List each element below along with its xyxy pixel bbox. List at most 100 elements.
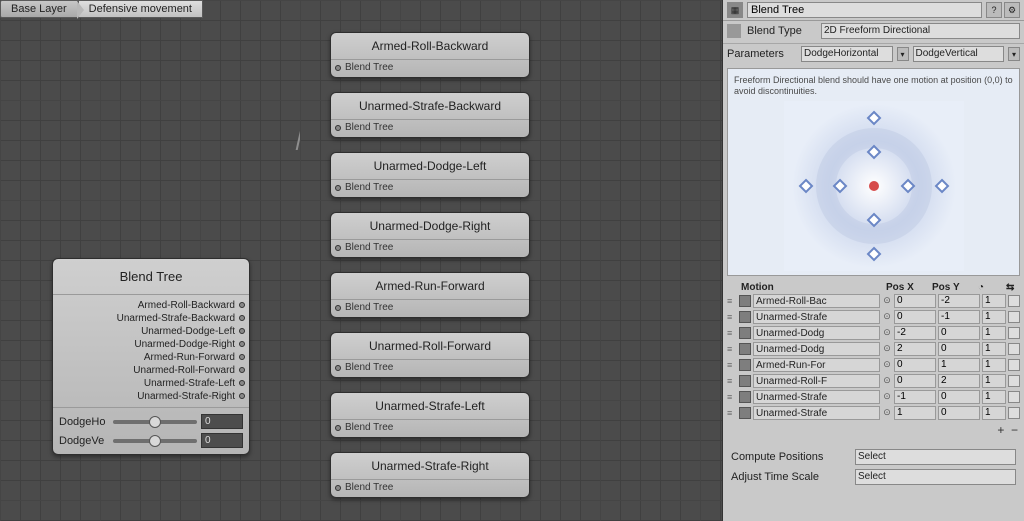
grip-icon[interactable]: ≡	[727, 360, 737, 370]
motion-row-7[interactable]: ≡ Unarmed-Strafe ⊙	[723, 405, 1024, 421]
state-sub[interactable]: Blend Tree	[331, 239, 529, 257]
blend-output-4[interactable]: Armed-Run-Forward	[53, 351, 249, 364]
motion-name[interactable]: Armed-Run-For	[753, 358, 880, 372]
help-button[interactable]: ?	[986, 2, 1002, 18]
grip-icon[interactable]: ≡	[727, 408, 737, 418]
blend-output-1[interactable]: Unarmed-Strafe-Backward	[53, 312, 249, 325]
blend-slider-1[interactable]: DodgeVe	[59, 431, 243, 450]
state-sub[interactable]: Blend Tree	[331, 59, 529, 77]
slider-track[interactable]	[113, 420, 197, 424]
motion-name[interactable]: Unarmed-Dodg	[753, 342, 880, 356]
state-node-3[interactable]: Unarmed-Dodge-Right Blend Tree	[330, 212, 530, 258]
motion-timescale[interactable]	[982, 358, 1006, 372]
motion-picker-icon[interactable]: ⊙	[882, 391, 892, 402]
motion-posy[interactable]	[938, 374, 980, 388]
blend-graph[interactable]	[784, 101, 964, 271]
motion-posx[interactable]	[894, 342, 936, 356]
motion-posy[interactable]	[938, 406, 980, 420]
motion-mirror[interactable]	[1008, 407, 1020, 419]
motion-posx[interactable]	[894, 406, 936, 420]
motion-picker-icon[interactable]: ⊙	[882, 295, 892, 306]
motion-row-4[interactable]: ≡ Armed-Run-For ⊙	[723, 357, 1024, 373]
grip-icon[interactable]: ≡	[727, 344, 737, 354]
blend-type-select[interactable]: 2D Freeform Directional	[821, 23, 1020, 39]
motion-picker-icon[interactable]: ⊙	[882, 343, 892, 354]
slider-track[interactable]	[113, 439, 197, 443]
state-sub[interactable]: Blend Tree	[331, 479, 529, 497]
motion-picker-icon[interactable]: ⊙	[882, 311, 892, 322]
motion-picker-icon[interactable]: ⊙	[882, 375, 892, 386]
param-x-dropdown-icon[interactable]: ▾	[897, 47, 909, 61]
state-sub[interactable]: Blend Tree	[331, 179, 529, 197]
motion-picker-icon[interactable]: ⊙	[882, 327, 892, 338]
motion-mirror[interactable]	[1008, 375, 1020, 387]
motion-posx[interactable]	[894, 326, 936, 340]
motion-posx[interactable]	[894, 390, 936, 404]
motion-mirror[interactable]	[1008, 295, 1020, 307]
motion-row-6[interactable]: ≡ Unarmed-Strafe ⊙	[723, 389, 1024, 405]
motion-name[interactable]: Unarmed-Strafe	[753, 406, 880, 420]
motion-timescale[interactable]	[982, 390, 1006, 404]
motion-posy[interactable]	[938, 326, 980, 340]
state-node-7[interactable]: Unarmed-Strafe-Right Blend Tree	[330, 452, 530, 498]
motion-posy[interactable]	[938, 294, 980, 308]
motion-row-5[interactable]: ≡ Unarmed-Roll-F ⊙	[723, 373, 1024, 389]
motion-mirror[interactable]	[1008, 343, 1020, 355]
state-node-2[interactable]: Unarmed-Dodge-Left Blend Tree	[330, 152, 530, 198]
motion-name[interactable]: Unarmed-Strafe	[753, 310, 880, 324]
motion-posx[interactable]	[894, 374, 936, 388]
grip-icon[interactable]: ≡	[727, 392, 737, 402]
grip-icon[interactable]: ≡	[727, 328, 737, 338]
motion-name[interactable]: Unarmed-Strafe	[753, 390, 880, 404]
breadcrumb-base[interactable]: Base Layer	[0, 0, 78, 18]
param-x-select[interactable]: DodgeHorizontal	[801, 46, 893, 62]
motion-name[interactable]: Unarmed-Dodg	[753, 326, 880, 340]
graph-panel[interactable]: Base Layer Defensive movement Blend Tree…	[0, 0, 722, 521]
motion-timescale[interactable]	[982, 406, 1006, 420]
slider-thumb[interactable]	[149, 435, 161, 447]
state-node-1[interactable]: Unarmed-Strafe-Backward Blend Tree	[330, 92, 530, 138]
motion-mirror[interactable]	[1008, 327, 1020, 339]
param-y-dropdown-icon[interactable]: ▾	[1008, 47, 1020, 61]
motion-posx[interactable]	[894, 358, 936, 372]
state-node-6[interactable]: Unarmed-Strafe-Left Blend Tree	[330, 392, 530, 438]
compute-positions-select[interactable]: Select	[855, 449, 1016, 465]
state-node-4[interactable]: Armed-Run-Forward Blend Tree	[330, 272, 530, 318]
motion-posy[interactable]	[938, 342, 980, 356]
state-sub[interactable]: Blend Tree	[331, 119, 529, 137]
motion-mirror[interactable]	[1008, 311, 1020, 323]
state-sub[interactable]: Blend Tree	[331, 299, 529, 317]
motion-posy[interactable]	[938, 390, 980, 404]
motion-picker-icon[interactable]: ⊙	[882, 407, 892, 418]
motion-name[interactable]: Unarmed-Roll-F	[753, 374, 880, 388]
motion-row-0[interactable]: ≡ Armed-Roll-Bac ⊙	[723, 293, 1024, 309]
param-y-select[interactable]: DodgeVertical	[913, 46, 1005, 62]
blend-output-2[interactable]: Unarmed-Dodge-Left	[53, 325, 249, 338]
motion-name[interactable]: Armed-Roll-Bac	[753, 294, 880, 308]
motion-row-3[interactable]: ≡ Unarmed-Dodg ⊙	[723, 341, 1024, 357]
motion-row-2[interactable]: ≡ Unarmed-Dodg ⊙	[723, 325, 1024, 341]
motion-timescale[interactable]	[982, 310, 1006, 324]
motion-posy[interactable]	[938, 358, 980, 372]
slider-thumb[interactable]	[149, 416, 161, 428]
breadcrumb-current[interactable]: Defensive movement	[78, 0, 203, 18]
motion-timescale[interactable]	[982, 342, 1006, 356]
motion-timescale[interactable]	[982, 294, 1006, 308]
motion-row-1[interactable]: ≡ Unarmed-Strafe ⊙	[723, 309, 1024, 325]
motion-timescale[interactable]	[982, 374, 1006, 388]
settings-button[interactable]: ⚙	[1004, 2, 1020, 18]
blend-output-7[interactable]: Unarmed-Strafe-Right	[53, 390, 249, 403]
grip-icon[interactable]: ≡	[727, 296, 737, 306]
grip-icon[interactable]: ≡	[727, 312, 737, 322]
motion-posx[interactable]	[894, 310, 936, 324]
motion-picker-icon[interactable]: ⊙	[882, 359, 892, 370]
blend-output-3[interactable]: Unarmed-Dodge-Right	[53, 338, 249, 351]
slider-value[interactable]	[201, 414, 243, 429]
blend-output-0[interactable]: Armed-Roll-Backward	[53, 299, 249, 312]
motion-posy[interactable]	[938, 310, 980, 324]
slider-value[interactable]	[201, 433, 243, 448]
state-node-0[interactable]: Armed-Roll-Backward Blend Tree	[330, 32, 530, 78]
blend-output-5[interactable]: Unarmed-Roll-Forward	[53, 364, 249, 377]
motion-mirror[interactable]	[1008, 359, 1020, 371]
add-remove-buttons[interactable]: + −	[723, 421, 1024, 439]
